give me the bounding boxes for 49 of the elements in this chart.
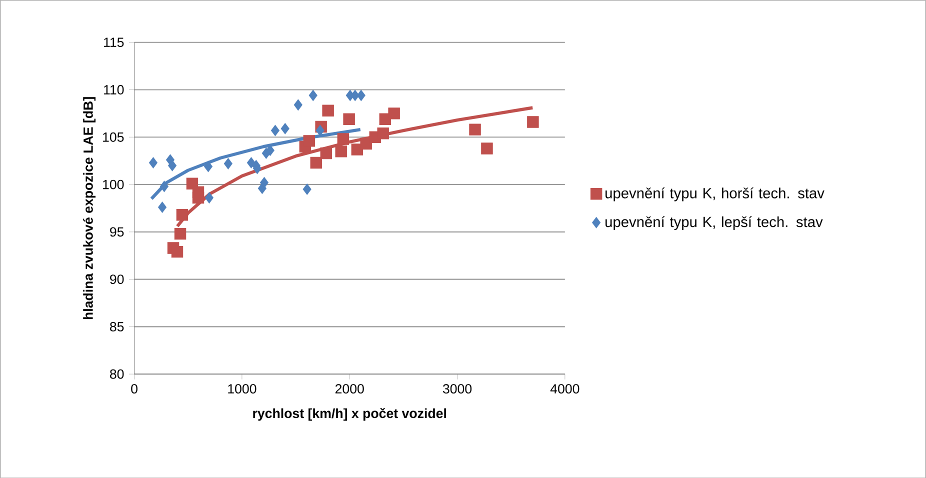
point bbox=[158, 201, 167, 213]
point bbox=[174, 228, 186, 240]
point bbox=[308, 90, 318, 101]
x-axis-title: rychlost [km/h] x počet vozidel bbox=[253, 408, 446, 421]
point bbox=[343, 113, 355, 125]
point bbox=[310, 156, 322, 168]
point bbox=[294, 99, 302, 110]
y-tick-label: 95 bbox=[110, 227, 124, 236]
y-tick-label: 100 bbox=[103, 180, 124, 190]
y-axis-title: hladina zvukové expozice LAE [dB] bbox=[83, 97, 96, 319]
y-tick-label: 115 bbox=[104, 38, 124, 47]
x-tick-label: 1000 bbox=[228, 384, 256, 394]
point bbox=[303, 134, 315, 147]
point bbox=[356, 90, 366, 101]
point bbox=[377, 127, 389, 140]
point bbox=[360, 138, 372, 150]
x-tick-label: 2000 bbox=[335, 384, 364, 394]
x-tick-label: 3000 bbox=[442, 384, 472, 394]
point bbox=[160, 180, 168, 192]
point bbox=[260, 176, 268, 188]
point bbox=[171, 246, 184, 258]
y-tick-label: 85 bbox=[110, 322, 124, 332]
x-tick-label: 4000 bbox=[550, 384, 580, 394]
y-tick-label: 90 bbox=[110, 274, 124, 284]
point bbox=[388, 107, 400, 120]
point bbox=[192, 192, 204, 204]
point bbox=[148, 156, 158, 168]
point bbox=[176, 208, 188, 221]
point bbox=[481, 142, 493, 154]
point bbox=[280, 122, 290, 134]
point bbox=[337, 132, 350, 145]
line-series bbox=[150, 128, 362, 200]
legend-label: upevnění typu K, horší tech. stav bbox=[606, 187, 824, 202]
point bbox=[302, 183, 312, 195]
point bbox=[322, 104, 334, 116]
y-tick-label: 110 bbox=[104, 84, 124, 94]
point bbox=[270, 124, 280, 136]
x-tick-label: 0 bbox=[131, 384, 138, 394]
point bbox=[204, 192, 214, 204]
point bbox=[335, 145, 347, 158]
point bbox=[527, 116, 539, 128]
point bbox=[469, 124, 481, 136]
point bbox=[224, 158, 232, 170]
y-tick-label: 80 bbox=[110, 369, 124, 379]
point bbox=[320, 147, 332, 159]
point bbox=[316, 124, 324, 136]
legend-label: upevnění typu K, lepší tech. stav bbox=[606, 216, 823, 230]
y-tick-label: 105 bbox=[103, 132, 124, 142]
point bbox=[204, 160, 213, 172]
